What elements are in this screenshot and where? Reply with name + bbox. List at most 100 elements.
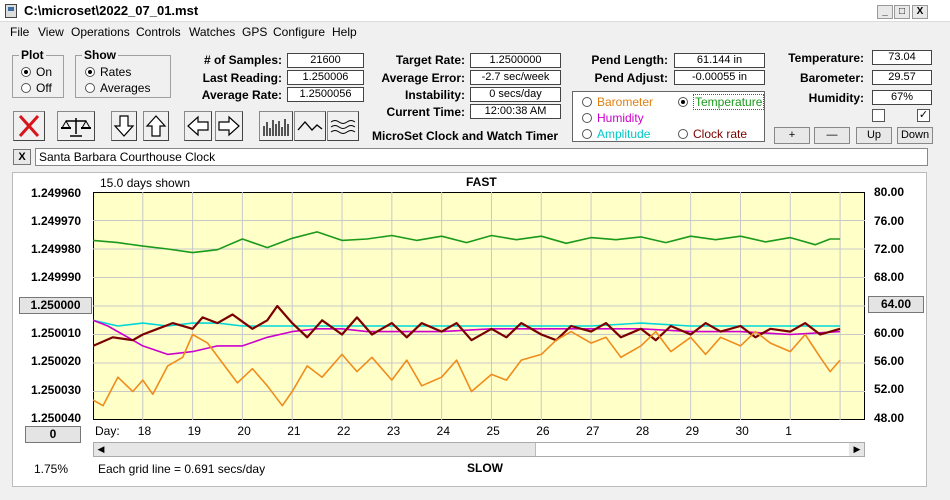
window-title: C:\microset\2022_07_01.mst <box>24 3 199 18</box>
show-rates-radio[interactable]: Rates <box>85 65 131 79</box>
line-graph-icon <box>297 121 323 131</box>
menu-bar: File View Operations Controls Watches GP… <box>0 22 950 42</box>
days-shown-label: 15.0 days shown <box>100 176 191 190</box>
left-center-button[interactable]: 1.250000 <box>19 297 92 314</box>
description-field[interactable]: Santa Barbara Courthouse Clock <box>35 148 928 166</box>
show-averages-label: Averages <box>100 81 151 95</box>
right-axis-tick: 48.00 <box>874 411 905 425</box>
maximize-button[interactable]: □ <box>894 5 910 19</box>
series-group <box>93 231 841 407</box>
scale-minus-button[interactable]: — <box>814 127 850 144</box>
pend-length-label: Pend Length: <box>591 53 668 67</box>
menu-operations[interactable]: Operations <box>71 25 130 39</box>
target-rate-label: Target Rate: <box>395 53 465 67</box>
arrow-left-button[interactable] <box>184 111 212 141</box>
sensor-barometer-label: Barometer <box>597 95 654 109</box>
menu-configure[interactable]: Configure <box>273 25 326 39</box>
radio-dot <box>85 83 95 93</box>
radio-dot <box>582 97 592 107</box>
title-bar: C:\microset\2022_07_01.mst _ □ X <box>0 0 950 22</box>
close-button[interactable]: X <box>912 5 928 19</box>
checkbox-left[interactable] <box>872 109 885 122</box>
arrow-down-icon <box>113 115 135 137</box>
balance-button[interactable] <box>57 111 95 141</box>
scale-down-button[interactable]: Down <box>897 127 933 144</box>
menu-controls[interactable]: Controls <box>136 25 181 39</box>
x-axis-prefix: Day: <box>95 424 120 438</box>
series-line-4 <box>93 330 841 407</box>
arrow-right-icon <box>218 115 240 137</box>
plot-off-radio[interactable]: Off <box>21 81 52 95</box>
app-icon <box>5 4 17 18</box>
chart-title-fast: FAST <box>466 175 497 189</box>
left-axis-tick: 1.249960 <box>31 186 82 200</box>
scroll-thumb[interactable] <box>535 443 849 456</box>
sensor-radio-humidity[interactable]: Humidity <box>582 111 644 125</box>
show-averages-radio[interactable]: Averages <box>85 81 150 95</box>
right-axis-tick: 72.00 <box>874 242 905 256</box>
plot-on-radio[interactable]: On <box>21 65 52 79</box>
barometer-value: 29.57 <box>872 70 932 85</box>
right-axis-tick: 60.00 <box>874 326 905 340</box>
red-x-icon <box>18 114 40 138</box>
arrow-down-button[interactable] <box>111 111 137 141</box>
sensor-temperature-label: Temperature <box>693 94 765 110</box>
menu-file[interactable]: File <box>10 25 30 39</box>
scale-plus-button[interactable]: + <box>774 127 810 144</box>
humidity-value: 67% <box>872 90 932 105</box>
app-caption: MicroSet Clock and Watch Timer <box>372 129 559 143</box>
rate-chart[interactable] <box>93 192 865 420</box>
instability-value: 0 secs/day <box>470 87 561 102</box>
target-rate-value: 1.2500000 <box>470 53 561 68</box>
left-bottom-button[interactable]: 0 <box>25 426 81 443</box>
minimize-button[interactable]: _ <box>877 5 893 19</box>
stop-button[interactable] <box>13 111 45 141</box>
temperature-label: Temperature: <box>788 51 864 65</box>
sensor-radio-clock-rate[interactable]: Clock rate <box>678 127 747 141</box>
average-rate-value: 1.2500056 <box>287 87 364 102</box>
left-axis-tick: 1.250030 <box>31 383 82 397</box>
menu-help[interactable]: Help <box>332 25 357 39</box>
line-plot-button[interactable] <box>294 111 326 141</box>
show-rates-label: Rates <box>100 65 132 79</box>
x-axis-tick: 21 <box>287 424 301 438</box>
radio-dot <box>21 83 31 93</box>
average-error-value: -2.7 sec/week <box>470 70 561 85</box>
x-axis-tick: 22 <box>337 424 351 438</box>
right-axis-tick: 68.00 <box>874 270 905 284</box>
scale-up-button[interactable]: Up <box>856 127 892 144</box>
left-axis-tick: 1.250020 <box>31 354 82 368</box>
description-close-button[interactable]: X <box>13 149 31 165</box>
checkbox-right[interactable]: ✓ <box>917 109 930 122</box>
sensor-radio-barometer[interactable]: Barometer <box>582 95 653 109</box>
show-group: Show Rates Averages <box>75 48 171 98</box>
x-axis-tick: 28 <box>635 424 650 438</box>
menu-gps[interactable]: GPS <box>242 25 268 39</box>
scroll-left-arrow-icon[interactable]: ◀ <box>97 444 105 454</box>
sensor-radio-temperature[interactable]: Temperature <box>678 94 765 110</box>
barometer-label: Barometer: <box>799 71 864 85</box>
x-axis-tick: 29 <box>685 424 700 438</box>
x-axis-tick: 24 <box>436 424 450 438</box>
right-center-button[interactable]: 64.00 <box>868 296 924 313</box>
bar-plot-button[interactable] <box>259 111 293 141</box>
average-error-label: Average Error: <box>381 71 465 85</box>
radio-dot <box>582 113 592 123</box>
x-axis-tick: 18 <box>137 424 152 438</box>
menu-view[interactable]: View <box>38 25 64 39</box>
scroll-right-arrow-icon[interactable]: ▶ <box>853 444 861 454</box>
sensor-radio-amplitude[interactable]: Amplitude <box>582 127 650 141</box>
menu-watches[interactable]: Watches <box>189 25 236 39</box>
x-axis-tick: 25 <box>486 424 500 438</box>
wave-plot-button[interactable] <box>327 111 359 141</box>
right-axis-tick: 56.00 <box>874 354 905 368</box>
horizontal-scrollbar[interactable]: ◀ ▶ <box>93 442 865 457</box>
left-axis-tick: 1.249970 <box>31 214 82 228</box>
left-axis-tick: 1.250010 <box>31 326 82 340</box>
sensor-clock-rate-label: Clock rate <box>693 127 748 141</box>
arrow-up-button[interactable] <box>143 111 169 141</box>
pend-length-value: 61.144 in <box>674 53 765 68</box>
arrow-right-button[interactable] <box>215 111 243 141</box>
left-axis-tick: 1.249980 <box>31 242 82 256</box>
arrow-up-icon <box>145 115 167 137</box>
